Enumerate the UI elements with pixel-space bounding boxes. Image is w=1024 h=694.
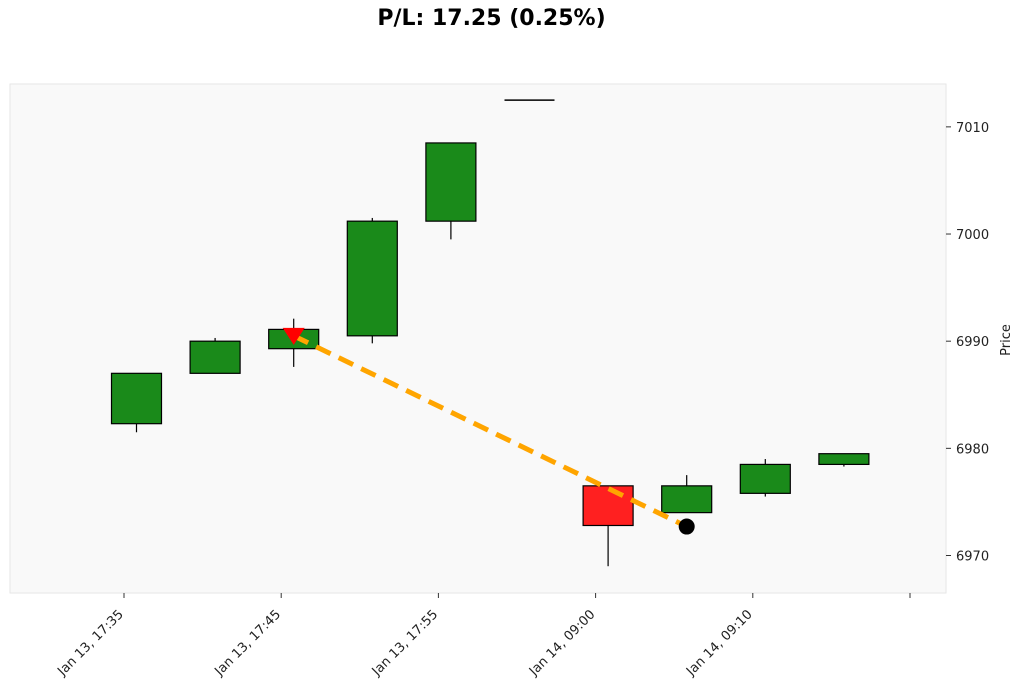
trade-line xyxy=(292,333,688,529)
y-tick-label: 6990 xyxy=(956,335,989,350)
x-tick-label: Jan 13, 17:45 xyxy=(212,607,284,679)
y-tick-label: 6980 xyxy=(956,442,989,457)
trade-overlay xyxy=(282,327,695,535)
y-axis: 6970 6980 6990 7000 7010 xyxy=(946,121,989,564)
candle-body-up xyxy=(739,463,791,494)
y-tick-label: 7010 xyxy=(956,121,989,136)
x-tick-label: Jan 14, 09:00 xyxy=(526,607,598,679)
y-axis-label: Price xyxy=(999,324,1014,356)
x-tick-label: Jan 13, 17:35 xyxy=(54,607,126,679)
candle-body-down xyxy=(582,485,634,527)
y-tick-label: 6970 xyxy=(956,549,989,564)
candle-body-up xyxy=(346,220,398,337)
candles-group xyxy=(110,99,870,567)
y-tick-label: 7000 xyxy=(956,228,989,243)
exit-marker xyxy=(678,518,695,535)
plot-area xyxy=(9,83,947,594)
entry-marker xyxy=(282,327,305,345)
x-tick-label: Jan 13, 17:55 xyxy=(369,607,441,679)
x-tick-label: Jan 14, 09:10 xyxy=(683,607,755,679)
candle-body-up xyxy=(110,372,163,425)
candle-body-up xyxy=(661,485,713,514)
candle-body-up xyxy=(818,453,870,466)
x-axis: Jan 13, 17:35 Jan 13, 17:45 Jan 13, 17:55 J… xyxy=(54,593,911,680)
chart-title: P/L: 17.25 (0.25%) xyxy=(377,6,606,31)
candle-body-up xyxy=(425,142,477,222)
candle-body-up xyxy=(189,340,241,374)
